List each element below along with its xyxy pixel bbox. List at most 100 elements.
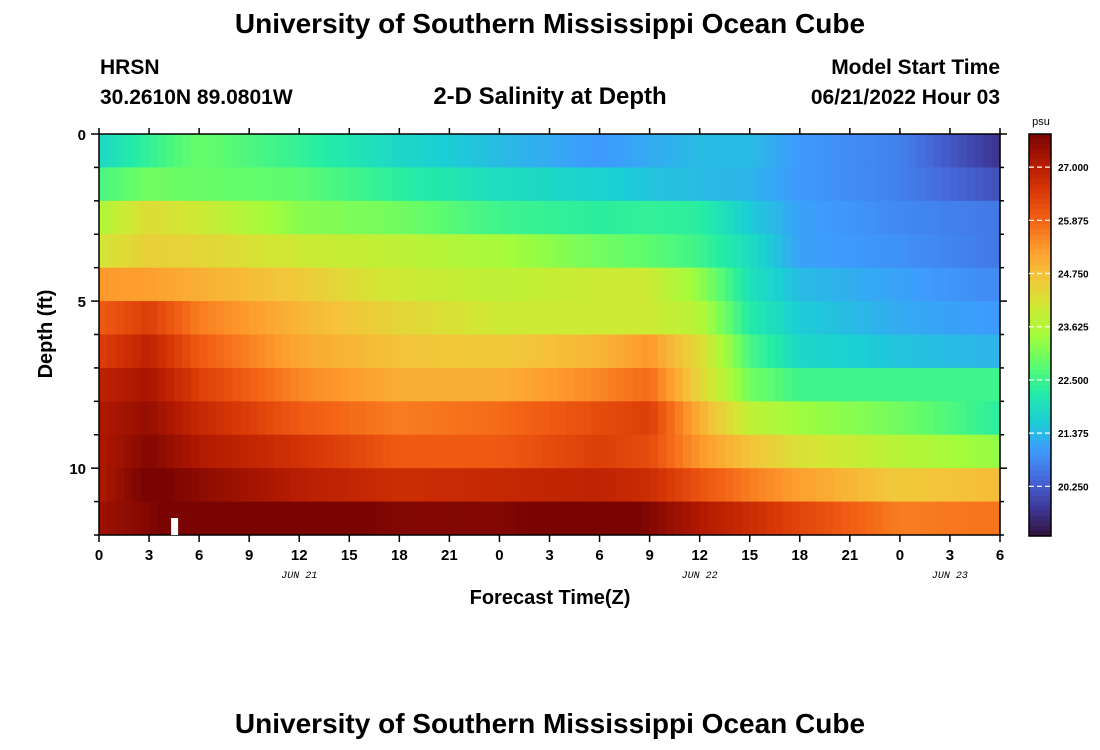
heatmap-cell — [666, 501, 676, 536]
heatmap-cell — [290, 134, 300, 168]
heatmap-cell — [983, 401, 993, 436]
heatmap-cell — [290, 468, 300, 502]
heatmap-cell — [199, 167, 209, 202]
heatmap-cell — [416, 167, 425, 202]
heatmap-cell — [482, 434, 492, 469]
heatmap-cell — [708, 334, 717, 369]
heatmap-cell — [107, 334, 117, 369]
heatmap-cell — [716, 334, 726, 369]
heatmap-cell — [866, 200, 876, 235]
heatmap-cell — [390, 367, 400, 402]
heatmap-cell — [549, 267, 559, 302]
heatmap-cell — [783, 367, 793, 402]
heatmap-cell — [257, 301, 267, 335]
heatmap-cell — [582, 134, 592, 168]
heatmap-cell — [691, 200, 701, 235]
heatmap-cell — [724, 234, 734, 269]
heatmap-cell — [899, 401, 909, 436]
heatmap-cell — [107, 234, 117, 269]
heatmap-cell — [182, 301, 192, 335]
heatmap-cell — [958, 468, 968, 502]
heatmap-cell — [966, 401, 976, 436]
heatmap-cell — [632, 200, 642, 235]
heatmap-cell — [240, 334, 250, 369]
heatmap-cell — [833, 434, 843, 469]
heatmap-cell — [390, 200, 400, 235]
heatmap-cell — [382, 367, 392, 402]
heatmap-cell — [541, 200, 551, 235]
heatmap-cell — [649, 200, 659, 235]
page-title: University of Southern Mississippi Ocean… — [234, 8, 866, 39]
colorbar-segment — [1029, 400, 1051, 406]
heatmap-cell — [582, 301, 592, 335]
heatmap-cell — [265, 401, 275, 436]
heatmap-cell — [641, 167, 651, 202]
x-axis-tick-labels: 0 3 6 9 12 15 18 21 0 3 6 9 12 15 18 21 0 3 6 — [95, 547, 1004, 564]
heatmap-cell — [399, 501, 409, 536]
heatmap-cell — [632, 334, 642, 369]
heatmap-cell — [115, 267, 125, 302]
heatmap-cell — [774, 367, 784, 402]
heatmap-cell — [908, 434, 918, 469]
heatmap-cell — [441, 267, 450, 302]
heatmap-cell — [449, 468, 459, 502]
heatmap-cell — [399, 200, 409, 235]
heatmap-cell — [107, 468, 117, 502]
heatmap-cell — [766, 301, 776, 335]
heatmap-cell — [724, 468, 734, 502]
heatmap-cell — [315, 301, 325, 335]
heatmap-cell — [124, 501, 133, 536]
heatmap-cell — [799, 200, 809, 235]
heatmap-cell — [399, 367, 409, 402]
heatmap-cell — [549, 301, 559, 335]
heatmap-cell — [682, 301, 692, 335]
heatmap-cell — [549, 234, 559, 269]
heatmap-cell — [766, 468, 776, 502]
heatmap-cell — [916, 401, 926, 436]
heatmap-cell — [307, 334, 317, 369]
heatmap-cell — [974, 401, 984, 436]
heatmap-cell — [474, 134, 484, 168]
heatmap-cell — [132, 334, 142, 369]
heatmap-cell — [232, 134, 242, 168]
heatmap-cell — [774, 401, 784, 436]
heatmap-cell — [115, 167, 125, 202]
heatmap-cell — [232, 267, 242, 302]
heatmap-cell — [182, 200, 192, 235]
heatmap-cell — [758, 267, 767, 302]
heatmap-cell — [532, 401, 542, 436]
heatmap-cell — [708, 267, 717, 302]
heatmap-cell — [708, 501, 717, 536]
colorbar-segment — [1029, 289, 1051, 296]
heatmap-cell — [941, 301, 951, 335]
heatmap-cell — [315, 334, 325, 369]
heatmap-cell — [249, 167, 259, 202]
heatmap-cell — [849, 401, 859, 436]
heatmap-cell — [566, 301, 576, 335]
heatmap-cell — [974, 501, 984, 536]
heatmap-cell — [758, 301, 767, 335]
heatmap-cell — [966, 501, 976, 536]
heatmap-cell — [791, 134, 801, 168]
heatmap-cell — [824, 501, 834, 536]
heatmap-cell — [766, 234, 776, 269]
heatmap-cell — [758, 134, 767, 168]
heatmap-cell — [774, 134, 784, 168]
heatmap-cell — [674, 468, 684, 502]
heatmap-cell — [132, 301, 142, 335]
heatmap-cell — [674, 301, 684, 335]
heatmap-cell — [274, 334, 284, 369]
heatmap-cell — [599, 501, 609, 536]
heatmap-cell — [215, 434, 225, 469]
heatmap-cell — [332, 167, 342, 202]
heatmap-cell — [482, 134, 492, 168]
heatmap-cell — [632, 367, 642, 402]
heatmap-cell — [190, 434, 200, 469]
heatmap-cell — [257, 267, 267, 302]
heatmap-cell — [908, 367, 918, 402]
heatmap-cell — [374, 200, 384, 235]
heatmap-cell — [357, 134, 367, 168]
heatmap-cell — [958, 367, 968, 402]
heatmap-cell — [899, 468, 909, 502]
